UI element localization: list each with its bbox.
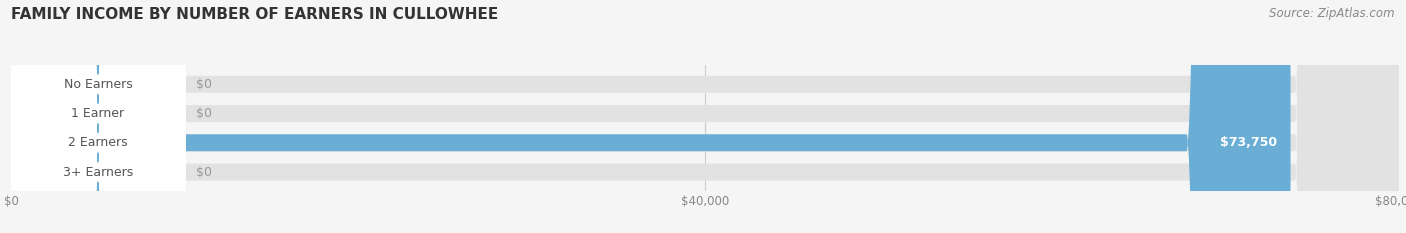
FancyBboxPatch shape bbox=[11, 0, 1399, 233]
Text: Source: ZipAtlas.com: Source: ZipAtlas.com bbox=[1270, 7, 1395, 20]
Text: $73,750: $73,750 bbox=[1219, 136, 1277, 149]
Text: No Earners: No Earners bbox=[63, 78, 132, 91]
FancyBboxPatch shape bbox=[11, 0, 1399, 233]
FancyBboxPatch shape bbox=[11, 0, 1291, 233]
Text: $0: $0 bbox=[195, 165, 212, 178]
Text: FAMILY INCOME BY NUMBER OF EARNERS IN CULLOWHEE: FAMILY INCOME BY NUMBER OF EARNERS IN CU… bbox=[11, 7, 499, 22]
FancyBboxPatch shape bbox=[11, 0, 184, 233]
FancyBboxPatch shape bbox=[11, 0, 184, 233]
FancyBboxPatch shape bbox=[11, 0, 184, 233]
FancyBboxPatch shape bbox=[11, 0, 1399, 233]
Text: $0: $0 bbox=[195, 107, 212, 120]
Text: 3+ Earners: 3+ Earners bbox=[63, 165, 134, 178]
FancyBboxPatch shape bbox=[11, 0, 184, 233]
Text: $0: $0 bbox=[195, 78, 212, 91]
FancyBboxPatch shape bbox=[11, 0, 1399, 233]
Text: 1 Earner: 1 Earner bbox=[72, 107, 125, 120]
Text: 2 Earners: 2 Earners bbox=[67, 136, 128, 149]
